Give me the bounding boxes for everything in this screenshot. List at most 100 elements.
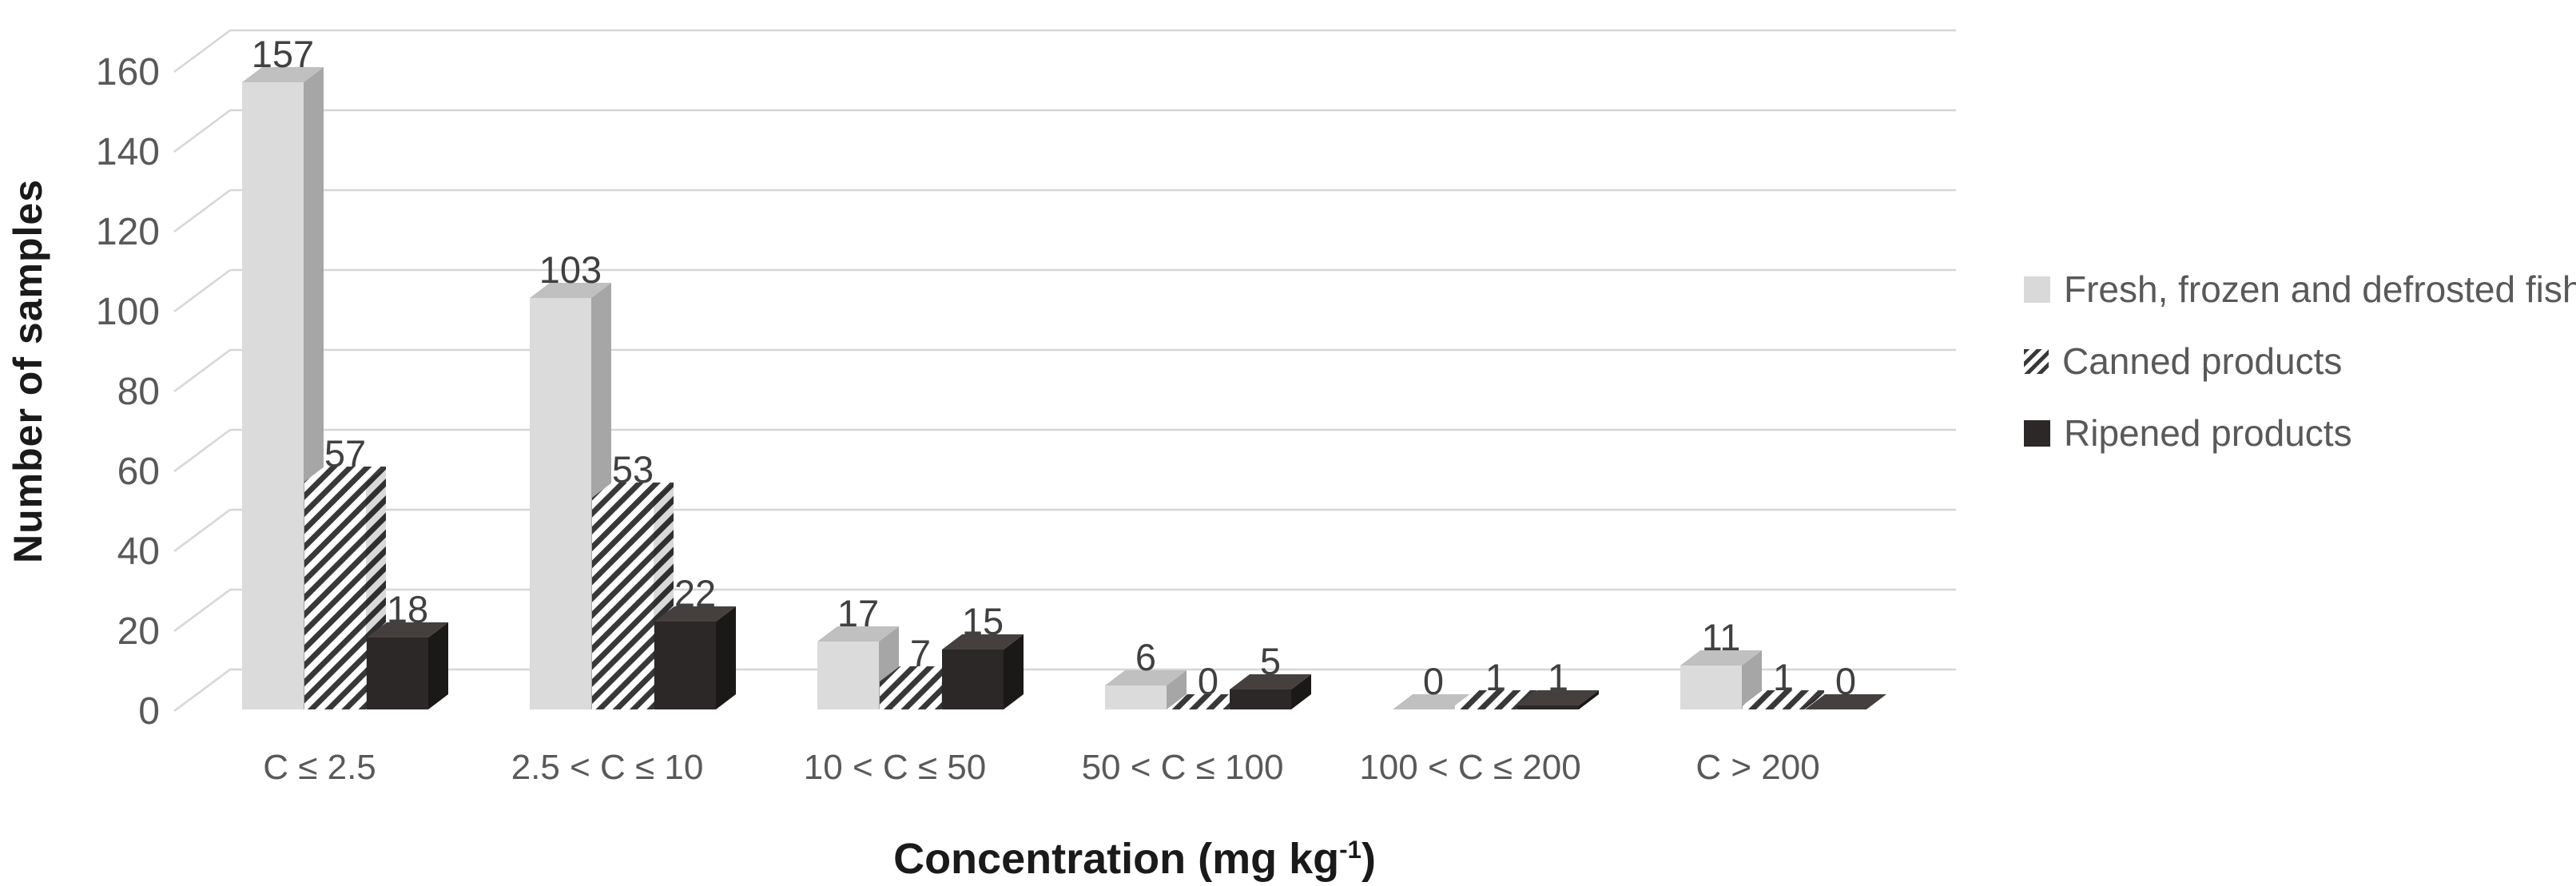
x-category-label: 2.5 < C ≤ 10 [511, 748, 704, 787]
legend-swatch-fresh-icon [2024, 276, 2050, 303]
bar-top [817, 626, 899, 642]
y-tick-label: 120 [96, 211, 160, 253]
bar-top [304, 467, 386, 482]
bar-top [1393, 694, 1474, 709]
legend: Fresh, frozen and defrosted fish Canned … [2024, 253, 2576, 469]
y-tick-label: 160 [96, 51, 160, 93]
legend-item-fresh: Fresh, frozen and defrosted fish [2024, 253, 2576, 325]
bar-front [367, 638, 428, 709]
legend-item-canned: Canned products [2024, 325, 2576, 397]
bar-value-label: 103 [539, 248, 602, 291]
y-tick-label: 100 [96, 291, 160, 333]
bar-front [530, 298, 591, 709]
bar-top [1680, 650, 1762, 665]
bar-top [654, 606, 736, 622]
legend-swatch-ripened-icon [2024, 419, 2050, 447]
y-tick-label: 40 [117, 530, 160, 573]
bar-value-label: 57 [324, 432, 366, 475]
bar-front [242, 82, 304, 709]
legend-label-fresh: Fresh, frozen and defrosted fish [2064, 268, 2576, 310]
x-category-label: 100 < C ≤ 200 [1359, 748, 1580, 787]
legend-label-ripened: Ripened products [2064, 412, 2352, 454]
bar-top [1455, 690, 1536, 705]
y-tick-label: 0 [138, 690, 160, 733]
bar-value-label: 0 [1198, 660, 1218, 702]
bar-value-label: 53 [612, 448, 654, 491]
x-axis-title: Concentration (mg kg-1) [815, 834, 1454, 884]
bar-side-shade [1804, 690, 1824, 709]
bar-front [817, 642, 879, 709]
bar-side [428, 622, 448, 709]
bar-top [1805, 694, 1886, 709]
legend-label-canned: Canned products [2062, 340, 2343, 382]
x-category-label: 50 < C ≤ 100 [1082, 748, 1284, 787]
bar-side [1004, 634, 1024, 709]
bar-value-label: 0 [1835, 660, 1856, 702]
bar-top [592, 483, 674, 498]
y-axis-title: Number of samples [6, 179, 50, 564]
bar-value-label: 22 [674, 572, 716, 614]
bar-front [1230, 689, 1291, 709]
bar-value-label: 5 [1260, 640, 1281, 682]
tick-leader [173, 428, 231, 473]
x-axis-title-base: Concentration (mg kg [893, 835, 1340, 883]
bar-side [1579, 690, 1599, 709]
bar-value-label: 0 [1423, 660, 1444, 702]
x-category-label: C > 200 [1695, 748, 1819, 787]
bar-front [1517, 705, 1579, 709]
x-category-label: C ≤ 2.5 [263, 748, 376, 787]
x-axis-title-close: ) [1361, 835, 1376, 883]
bar-front [1680, 665, 1742, 709]
bar-value-label: 7 [910, 632, 931, 674]
tick-leader [173, 588, 231, 633]
tick-leader [173, 109, 231, 153]
bar-front [880, 681, 941, 709]
bar-top [1167, 694, 1249, 709]
bar-side [1742, 650, 1762, 709]
bar-value-label: 1 [1485, 656, 1506, 698]
y-tick-label: 60 [117, 451, 160, 493]
x-axis-title-superscript: -1 [1339, 836, 1362, 864]
bar-top [942, 634, 1024, 650]
bar-top [1743, 690, 1824, 705]
tick-leader [173, 348, 231, 393]
bar-value-label: 6 [1135, 636, 1156, 678]
tick-leader [173, 268, 231, 313]
x-category-label: 10 < C ≤ 50 [804, 748, 986, 787]
bar-front [942, 650, 1004, 709]
bar-side [1167, 670, 1187, 709]
bars-layer [242, 67, 1886, 709]
tick-leader [173, 508, 231, 553]
bar-value-label: 11 [1702, 616, 1741, 658]
bar-top [530, 283, 611, 298]
bar-value-label: 18 [387, 588, 428, 630]
bar-front [592, 498, 654, 709]
bar-side [1291, 674, 1311, 709]
bar-front [654, 622, 716, 709]
bar-front [1743, 705, 1804, 709]
tick-leader [173, 189, 231, 233]
tick-leader [173, 668, 231, 713]
bar-top [1105, 670, 1187, 685]
y-tick-label: 140 [96, 131, 160, 173]
bar-front [304, 482, 366, 709]
bar-side [1804, 690, 1824, 709]
bar-value-label: 157 [252, 33, 314, 75]
bar-value-label: 17 [837, 592, 879, 634]
bar-front [1105, 685, 1167, 709]
bar-top [242, 67, 324, 82]
tick-leader [173, 29, 231, 74]
y-tick-label: 20 [117, 610, 160, 653]
bar-side [716, 606, 736, 709]
bar-top [1517, 690, 1599, 705]
bar-value-label: 15 [962, 600, 1004, 642]
bar-front [1455, 705, 1517, 709]
bar-top [1230, 674, 1311, 689]
legend-swatch-canned-icon [2024, 348, 2049, 374]
y-tick-label: 80 [117, 371, 160, 413]
bar-top [880, 666, 961, 681]
